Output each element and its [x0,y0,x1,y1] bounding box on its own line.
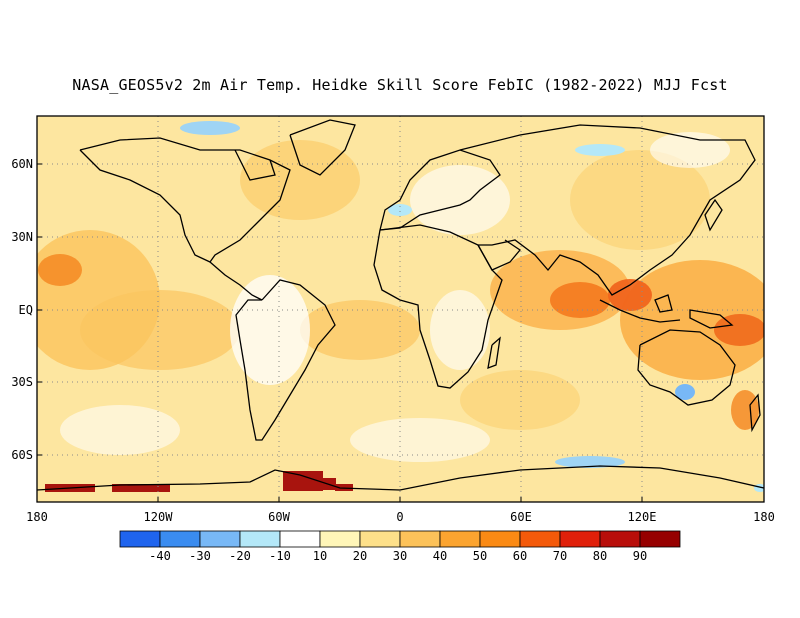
colorbar-tick-label: 40 [433,549,447,563]
colorbar-tick-label: -20 [229,549,251,563]
colorbar-swatch [399,530,441,548]
coastlines [37,119,764,491]
lon-label-120w: 120W [144,510,174,524]
colorbar-swatch [479,530,521,548]
lon-ticks [157,497,643,502]
lat-ticks [37,163,42,456]
colorbar-swatch [199,530,241,548]
colorbar-swatch [639,530,681,548]
map-title: NASA_GEOS5v2 2m Air Temp. Heidke Skill S… [72,76,728,94]
lon-label-120e: 120E [628,510,657,524]
lon-label-180w: 180 [26,510,48,524]
colorbar-swatch [119,530,161,548]
colorbar-swatch [279,530,321,548]
colorbar-tick-label: 50 [473,549,487,563]
lon-label-60e: 60E [510,510,532,524]
colorbar-tick-label: -30 [189,549,211,563]
lat-label-30s: 30S [11,375,33,389]
colorbar-tick-label: 10 [313,549,327,563]
colorbar-swatch [159,530,201,548]
lon-label-60w: 60W [268,510,290,524]
lat-label-60s: 60S [11,448,33,462]
colorbar-tick-label: 80 [593,549,607,563]
colorbar-swatch [319,530,361,548]
colorbar-swatch [239,530,281,548]
colorbar-tick-label: 20 [353,549,367,563]
colorbar-swatch [519,530,561,548]
colorbar-tick-label: -40 [149,549,171,563]
colorbar-tick-label: 70 [553,549,567,563]
colorbar-swatch [439,530,481,548]
graticule [37,116,764,502]
colorbar-tick-label: -10 [269,549,291,563]
skill-score-field [37,116,764,502]
colorbar-tick-label: 60 [513,549,527,563]
colorbar: -40 -30 -20 -10 10 20 30 40 50 60 70 80 90 [119,530,681,563]
colorbar-swatch [359,530,401,548]
colorbar-swatch [559,530,601,548]
lon-label-180e: 180 [753,510,775,524]
colorbar-tick-label: 90 [633,549,647,563]
lat-label-30n: 30N [11,230,33,244]
lat-label-60n: 60N [11,157,33,171]
lat-label-eq: EQ [19,303,33,317]
lon-label-0: 0 [396,510,403,524]
colorbar-swatch [599,530,641,548]
colorbar-tick-label: 30 [393,549,407,563]
